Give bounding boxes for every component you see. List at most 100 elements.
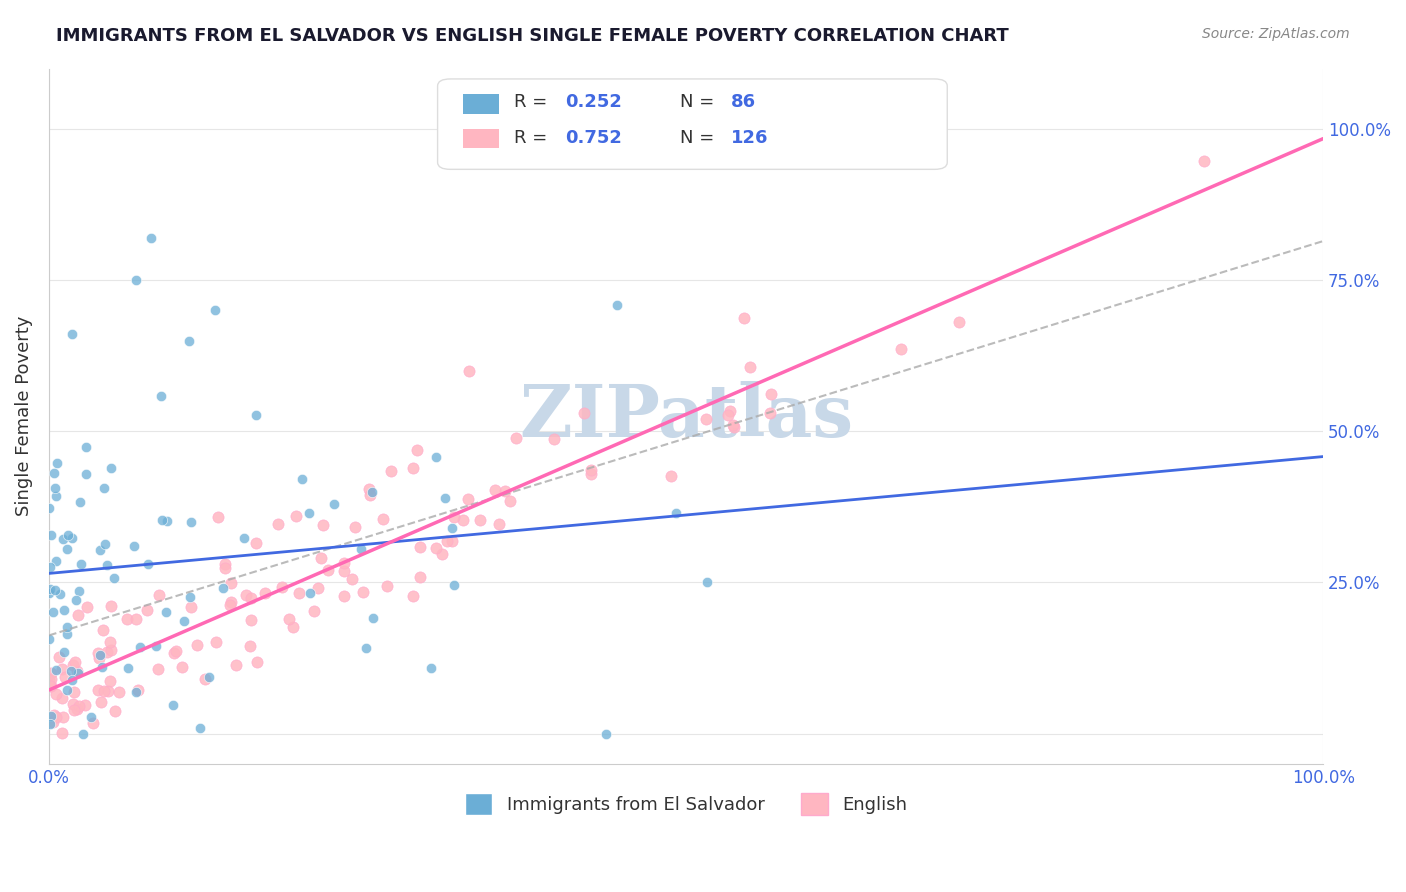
Point bbox=[63, 655, 86, 669]
Point bbox=[723, 418, 745, 433]
Point bbox=[180, 515, 202, 529]
Point bbox=[373, 511, 395, 525]
Point bbox=[59, 664, 82, 678]
Point bbox=[696, 575, 718, 590]
Point bbox=[66, 702, 89, 716]
Point bbox=[39, 528, 62, 542]
Point bbox=[51, 662, 73, 676]
Point bbox=[41, 605, 63, 619]
Point bbox=[51, 690, 73, 705]
Point bbox=[343, 519, 366, 533]
Point bbox=[46, 456, 69, 470]
Point bbox=[430, 547, 453, 561]
Point bbox=[163, 646, 186, 660]
Point bbox=[172, 659, 194, 673]
Point bbox=[100, 461, 122, 475]
Point bbox=[62, 703, 84, 717]
Point bbox=[606, 298, 628, 312]
Point bbox=[93, 537, 115, 551]
Point bbox=[91, 659, 114, 673]
Point bbox=[155, 605, 177, 619]
Point bbox=[323, 497, 346, 511]
Point bbox=[457, 492, 479, 507]
Point bbox=[225, 657, 247, 672]
Point bbox=[271, 581, 294, 595]
Point bbox=[55, 620, 77, 634]
Point bbox=[45, 554, 67, 568]
Point bbox=[499, 493, 522, 508]
Point bbox=[759, 406, 782, 420]
Point bbox=[733, 310, 755, 325]
Point bbox=[89, 543, 111, 558]
Point bbox=[60, 531, 83, 545]
Point bbox=[277, 612, 299, 626]
Point bbox=[80, 710, 103, 724]
Point bbox=[44, 583, 66, 598]
Point bbox=[165, 644, 187, 658]
Point bbox=[75, 440, 97, 454]
Point bbox=[948, 315, 970, 329]
Text: 86: 86 bbox=[731, 93, 756, 111]
Point bbox=[298, 506, 321, 520]
Point bbox=[198, 670, 221, 684]
Point bbox=[53, 645, 76, 659]
Point bbox=[56, 527, 79, 541]
Point bbox=[468, 513, 491, 527]
Point bbox=[718, 404, 741, 418]
Point bbox=[440, 533, 463, 548]
Point bbox=[56, 627, 79, 641]
Point bbox=[425, 541, 447, 555]
Point bbox=[214, 561, 236, 575]
Point bbox=[56, 541, 79, 556]
Point bbox=[740, 360, 762, 375]
Point bbox=[117, 661, 139, 675]
Point bbox=[180, 599, 202, 614]
Point bbox=[103, 571, 125, 585]
Point bbox=[285, 508, 308, 523]
Point bbox=[139, 231, 162, 245]
Point bbox=[458, 364, 481, 378]
Point bbox=[60, 673, 83, 687]
Point bbox=[100, 634, 122, 648]
Point bbox=[39, 673, 62, 687]
Point bbox=[90, 695, 112, 709]
Point bbox=[100, 674, 122, 689]
Point bbox=[67, 666, 90, 681]
Point bbox=[288, 585, 311, 599]
Point bbox=[48, 650, 70, 665]
Text: R =: R = bbox=[515, 93, 553, 111]
Point bbox=[87, 646, 110, 660]
Point bbox=[505, 430, 527, 444]
Point bbox=[135, 603, 157, 617]
Point bbox=[70, 558, 93, 572]
Point bbox=[356, 640, 378, 655]
Text: Source: ZipAtlas.com: Source: ZipAtlas.com bbox=[1202, 27, 1350, 41]
Point bbox=[316, 563, 339, 577]
Point bbox=[281, 619, 304, 633]
Point bbox=[72, 726, 94, 740]
Point bbox=[162, 698, 184, 712]
Point bbox=[179, 334, 201, 348]
Point bbox=[290, 472, 312, 486]
Point bbox=[443, 578, 465, 592]
Text: IMMIGRANTS FROM EL SALVADOR VS ENGLISH SINGLE FEMALE POVERTY CORRELATION CHART: IMMIGRANTS FROM EL SALVADOR VS ENGLISH S… bbox=[56, 27, 1010, 45]
Point bbox=[889, 343, 911, 357]
Point bbox=[39, 582, 62, 597]
Point bbox=[69, 698, 91, 713]
Point bbox=[333, 589, 356, 603]
Point bbox=[494, 484, 516, 499]
Point bbox=[204, 303, 226, 318]
Point bbox=[56, 682, 79, 697]
Point bbox=[443, 510, 465, 524]
Point bbox=[97, 683, 120, 698]
Point bbox=[332, 564, 354, 578]
Point bbox=[239, 639, 262, 653]
Point bbox=[60, 327, 83, 342]
Point bbox=[433, 491, 456, 505]
Point bbox=[148, 588, 170, 602]
Point bbox=[173, 614, 195, 628]
Point bbox=[221, 595, 243, 609]
Point bbox=[307, 581, 329, 595]
Point bbox=[122, 539, 145, 553]
Point bbox=[179, 591, 201, 605]
